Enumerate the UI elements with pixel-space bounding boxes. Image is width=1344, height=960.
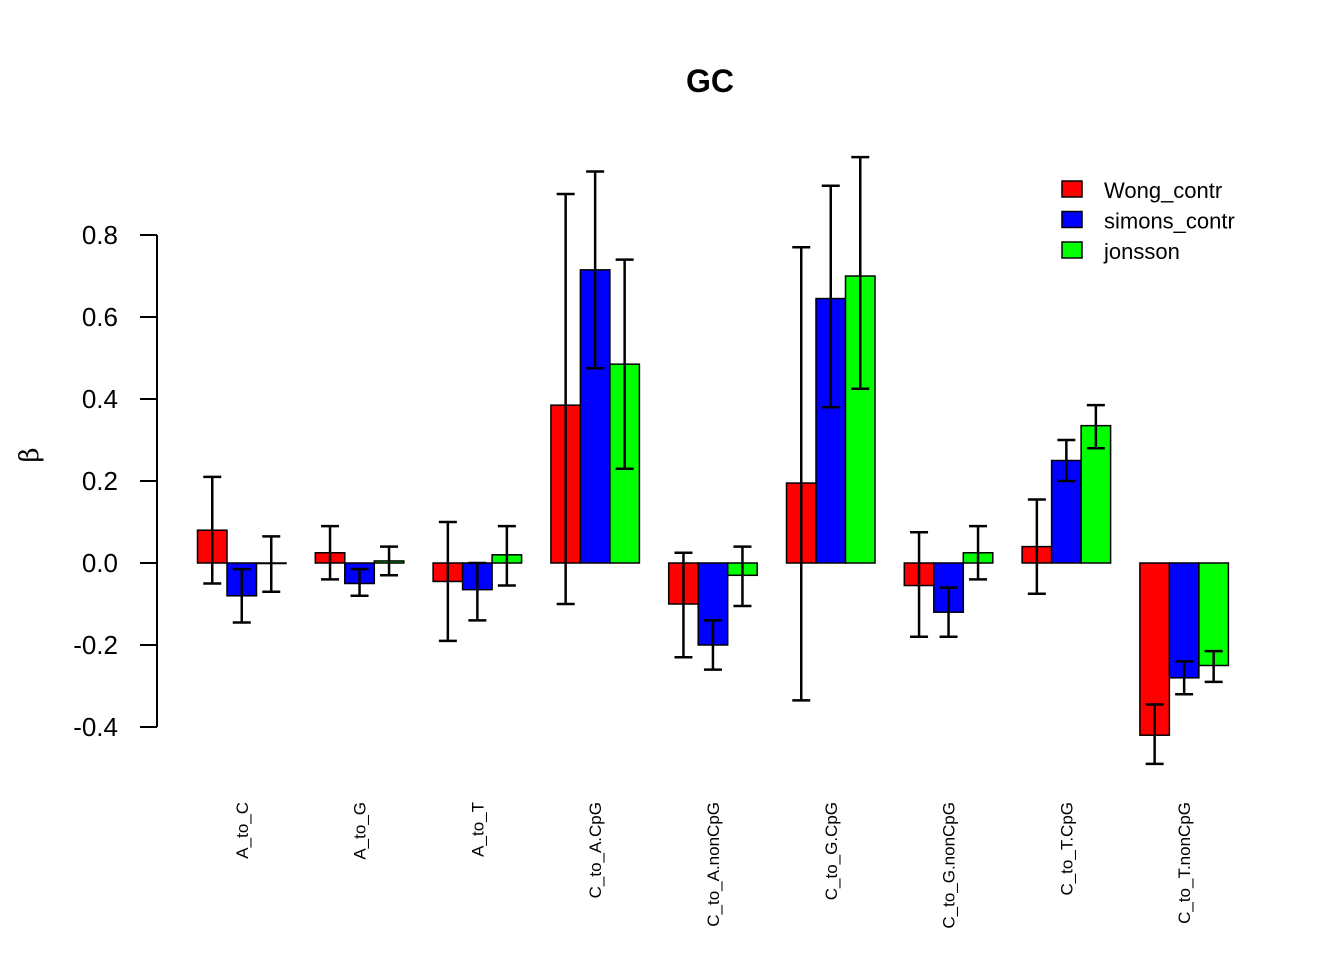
legend-label: jonsson bbox=[1103, 239, 1180, 264]
legend-item-Wong_contr: Wong_contr bbox=[1061, 178, 1222, 203]
x-tick-label: C_to_T.nonCpG bbox=[1175, 802, 1194, 924]
error-bar-jonsson-C_to_G.nonCpG bbox=[969, 524, 988, 581]
error-bar-Wong_contr-A_to_T bbox=[438, 520, 457, 643]
legend-swatch bbox=[1061, 210, 1083, 229]
x-tick-label: C_to_G.nonCpG bbox=[940, 802, 959, 929]
chart-title: GC bbox=[686, 63, 734, 99]
error-bar-simons_contr-A_to_C bbox=[232, 567, 251, 624]
legend-item-simons_contr: simons_contr bbox=[1061, 209, 1235, 234]
error-bar-Wong_contr-A_to_G bbox=[321, 524, 340, 581]
legend-item-jonsson: jonsson bbox=[1061, 239, 1180, 264]
error-bar-Wong_contr-C_to_T.CpG bbox=[1027, 498, 1046, 595]
y-tick-label: 0.2 bbox=[82, 466, 118, 496]
y-axis-label: β bbox=[15, 447, 45, 462]
error-bar-jonsson-A_to_T bbox=[497, 524, 516, 587]
y-axis: -0.4 -0.2 0.0 0.2 0.4 0.6 0.8 bbox=[73, 220, 158, 742]
error-bar-simons_contr-A_to_T bbox=[468, 561, 487, 622]
y-tick-label: 0.8 bbox=[82, 220, 118, 250]
legend-swatch bbox=[1061, 180, 1083, 198]
error-bar-jonsson-A_to_C bbox=[262, 535, 281, 593]
x-tick-labels: A_to_C A_to_G A_to_T C_to_A.CpG C_to_A.nonCp… bbox=[233, 802, 1194, 929]
x-tick-label: C_to_A.CpG bbox=[586, 802, 605, 898]
y-tick-label: 0.0 bbox=[82, 548, 118, 578]
legend-label: simons_contr bbox=[1104, 209, 1235, 234]
x-tick-label: A_to_C bbox=[233, 802, 252, 859]
error-bar-simons_contr-C_to_G.nonCpG bbox=[939, 586, 958, 639]
y-tick-label: 0.6 bbox=[82, 302, 118, 332]
y-tick-label: -0.4 bbox=[73, 712, 118, 742]
error-bar-simons_contr-C_to_T.nonCpG bbox=[1175, 660, 1194, 696]
error-bar-simons_contr-A_to_G bbox=[350, 567, 369, 598]
error-bar-jonsson-C_to_A.nonCpG bbox=[733, 545, 752, 608]
x-tick-label: C_to_A.nonCpG bbox=[704, 802, 723, 927]
error-bar-jonsson-C_to_A.CpG bbox=[615, 258, 634, 470]
x-tick-label: A_to_G bbox=[351, 802, 370, 860]
error-bar-jonsson-C_to_T.nonCpG bbox=[1204, 649, 1223, 684]
x-tick-label: C_to_T.CpG bbox=[1057, 802, 1076, 896]
error-bar-jonsson-C_to_G.CpG bbox=[851, 155, 870, 390]
error-bar-simons_contr-C_to_T.CpG bbox=[1057, 438, 1076, 483]
error-bar-Wong_contr-C_to_T.nonCpG bbox=[1145, 703, 1164, 766]
x-tick-label: A_to_T bbox=[468, 802, 487, 857]
error-bars-group bbox=[203, 155, 1223, 766]
error-bar-jonsson-C_to_T.CpG bbox=[1086, 403, 1105, 450]
x-tick-label: C_to_G.CpG bbox=[822, 802, 841, 900]
error-bar-Wong_contr-A_to_C bbox=[203, 475, 222, 585]
error-bar-Wong_contr-C_to_G.nonCpG bbox=[910, 531, 929, 639]
error-bar-jonsson-A_to_G bbox=[380, 545, 399, 577]
error-bar-simons_contr-C_to_G.CpG bbox=[821, 184, 840, 409]
legend-label: Wong_contr bbox=[1104, 178, 1222, 203]
bar-jonsson-C_to_T.nonCpG bbox=[1198, 562, 1230, 667]
error-bar-Wong_contr-C_to_G.CpG bbox=[792, 246, 811, 702]
error-bar-Wong_contr-C_to_A.CpG bbox=[556, 192, 575, 606]
error-bar-simons_contr-C_to_A.nonCpG bbox=[703, 619, 722, 671]
error-bar-simons_contr-C_to_A.CpG bbox=[586, 170, 605, 370]
y-tick-label: -0.2 bbox=[73, 630, 118, 660]
legend-swatch bbox=[1061, 241, 1083, 259]
y-tick-label: 0.4 bbox=[82, 384, 118, 414]
error-bar-Wong_contr-C_to_A.nonCpG bbox=[674, 551, 693, 659]
